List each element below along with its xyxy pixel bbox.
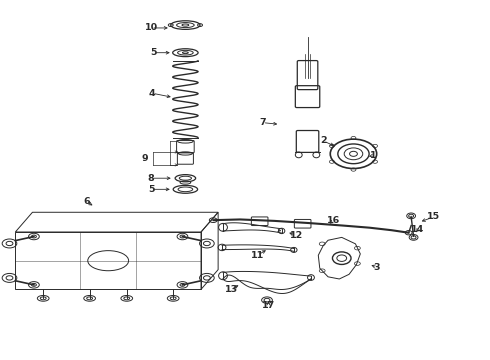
Text: 8: 8 — [148, 174, 154, 183]
Text: 17: 17 — [262, 301, 275, 310]
Text: 11: 11 — [250, 251, 264, 260]
Text: 15: 15 — [427, 212, 440, 221]
Text: 5: 5 — [150, 48, 157, 57]
Text: 9: 9 — [142, 154, 148, 163]
Text: 5: 5 — [148, 185, 154, 194]
Text: 3: 3 — [374, 263, 380, 272]
Text: 13: 13 — [225, 284, 238, 293]
Text: 10: 10 — [145, 23, 158, 32]
Text: 6: 6 — [83, 197, 90, 206]
Text: 12: 12 — [290, 231, 303, 240]
Text: 4: 4 — [149, 89, 155, 98]
Text: 7: 7 — [259, 118, 266, 127]
Text: 1: 1 — [369, 151, 376, 160]
Text: 14: 14 — [411, 225, 425, 234]
Text: 2: 2 — [320, 136, 326, 145]
Text: 16: 16 — [327, 216, 341, 225]
